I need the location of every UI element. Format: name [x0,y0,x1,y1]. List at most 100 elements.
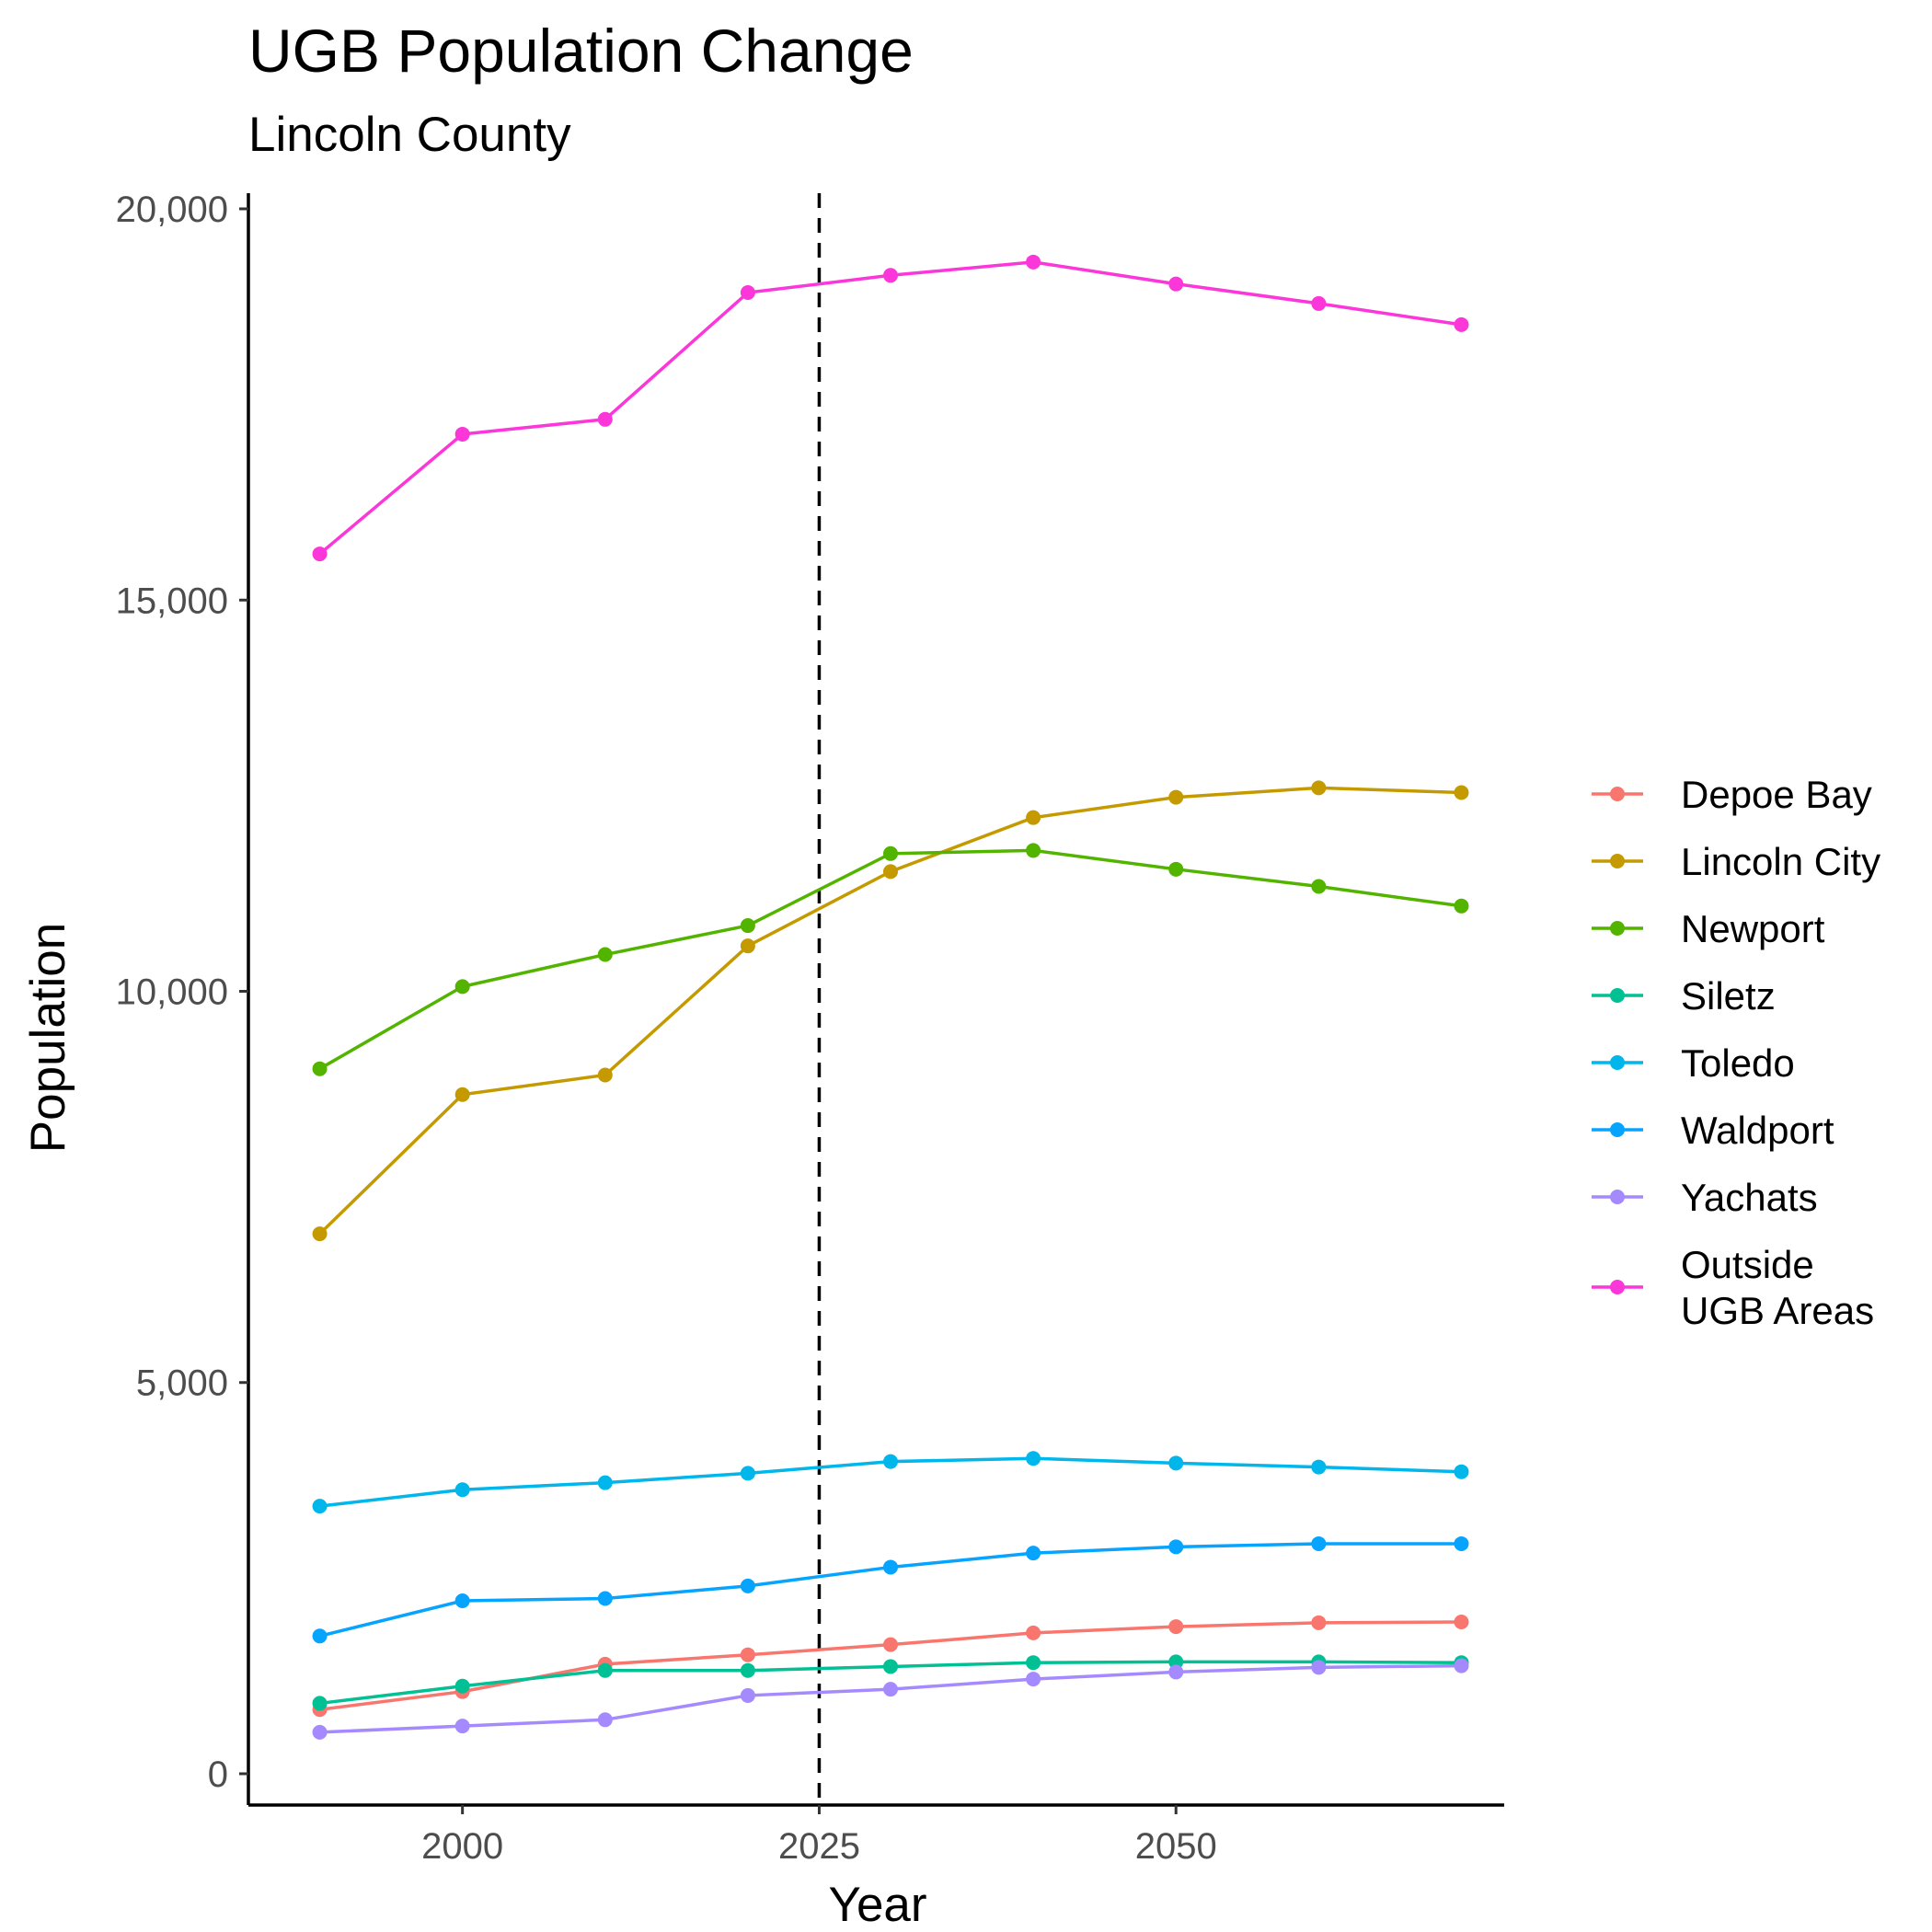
data-point-lincoln-city [454,1087,470,1102]
data-point-yachats [1311,1660,1327,1675]
data-point-newport [1311,879,1327,894]
data-point-newport [740,918,755,934]
data-point-waldport [1454,1535,1469,1551]
data-point-depoe-bay [1026,1625,1041,1640]
data-point-toledo [454,1482,470,1498]
data-point-newport [454,979,470,995]
data-point-toledo [1168,1455,1184,1471]
data-point-lincoln-city [1168,789,1184,805]
data-point-depoe-bay [1311,1615,1327,1630]
legend-key-point-newport [1610,921,1625,936]
data-point-toledo [597,1475,613,1490]
y-axis-title: Population [21,923,75,1153]
data-point-outside-ugb-areas [1026,254,1041,270]
data-point-lincoln-city [1026,810,1041,825]
data-point-toledo [312,1499,328,1514]
data-point-lincoln-city [1311,780,1327,796]
data-point-newport [883,845,899,861]
series-line-newport [318,848,1462,1071]
y-tick-label: 5,000 [136,1363,228,1404]
legend-key-point-outside-ugb-areas [1610,1280,1625,1294]
data-point-toledo [1454,1464,1469,1479]
data-point-newport [1454,898,1469,914]
legend-key-point-depoe-bay [1610,787,1625,801]
data-point-outside-ugb-areas [454,426,470,442]
legend-label-depoe-bay: Depoe Bay [1681,773,1872,816]
data-point-outside-ugb-areas [740,285,755,301]
y-tick-label: 20,000 [116,190,228,230]
data-point-yachats [883,1682,899,1697]
series-line-yachats [319,1663,1462,1734]
data-point-depoe-bay [1168,1619,1184,1635]
data-point-outside-ugb-areas [1311,295,1327,311]
data-point-newport [1168,861,1184,877]
data-point-lincoln-city [597,1067,613,1083]
y-tick-label: 15,000 [116,581,228,621]
legend-label-newport: Newport [1681,907,1825,950]
plot-area: 0 5,000 10,000 15,000 20,000 2000 2025 2050 [116,190,1504,1867]
data-point-newport [597,947,613,962]
x-tick-label: 2025 [778,1826,860,1867]
legend-label-lincoln-city: Lincoln City [1681,840,1880,883]
legend: Depoe Bay Lincoln City Newport Siletz Toledo… [1592,773,1880,1332]
data-point-outside-ugb-areas [597,411,613,427]
data-point-waldport [597,1591,613,1606]
data-point-depoe-bay [1454,1614,1469,1629]
data-point-outside-ugb-areas [1454,316,1469,332]
legend-key-point-waldport [1610,1122,1625,1137]
x-tick-label: 2000 [421,1826,503,1867]
chart-title: UGB Population Change [248,17,914,85]
x-tick-label: 2050 [1135,1826,1217,1867]
data-point-siletz [1026,1655,1041,1671]
data-point-newport [312,1061,328,1076]
data-point-yachats [1026,1672,1041,1687]
data-point-waldport [1311,1535,1327,1551]
data-point-waldport [883,1559,899,1575]
data-point-siletz [312,1696,328,1711]
data-point-toledo [1026,1451,1041,1466]
data-point-siletz [597,1662,613,1678]
data-point-lincoln-city [740,938,755,954]
legend-key-point-siletz [1610,988,1625,1003]
data-point-yachats [597,1712,613,1728]
data-point-waldport [312,1628,328,1644]
legend-label-waldport: Waldport [1681,1109,1834,1152]
legend-label-toledo: Toledo [1681,1041,1795,1085]
data-point-outside-ugb-areas [1168,276,1184,292]
y-tick-label: 0 [208,1754,228,1795]
data-point-siletz [454,1678,470,1694]
legend-key-point-toledo [1610,1055,1625,1070]
data-point-toledo [883,1454,899,1469]
y-tick-label: 10,000 [116,972,228,1012]
x-axis-title: Year [828,1878,926,1932]
data-point-outside-ugb-areas [312,546,328,562]
series-line-outside-ugb-areas [318,260,1462,556]
data-point-lincoln-city [1454,785,1469,800]
data-point-outside-ugb-areas [883,268,899,283]
data-point-waldport [1026,1546,1041,1561]
data-point-siletz [740,1662,755,1678]
data-point-waldport [454,1593,470,1609]
legend-label-yachats: Yachats [1681,1176,1818,1219]
data-point-yachats [454,1719,470,1734]
data-point-lincoln-city [312,1226,328,1242]
data-point-waldport [1168,1539,1184,1555]
legend-key-point-yachats [1610,1190,1625,1204]
data-point-siletz [883,1659,899,1674]
data-point-lincoln-city [883,864,899,880]
data-point-depoe-bay [883,1637,899,1652]
chart-subtitle: Lincoln County [248,108,571,162]
legend-key-point-lincoln-city [1610,854,1625,868]
legend-label-outside-ugb-areas: Outside UGB Areas [1681,1243,1874,1332]
data-point-yachats [740,1687,755,1703]
data-point-yachats [312,1724,328,1740]
legend-label-siletz: Siletz [1681,974,1776,1018]
data-point-newport [1026,843,1041,858]
data-point-siletz [1168,1654,1184,1670]
data-point-depoe-bay [740,1647,755,1662]
data-point-toledo [1311,1459,1327,1475]
data-point-waldport [740,1578,755,1593]
data-point-yachats [1454,1658,1469,1673]
data-point-toledo [740,1466,755,1481]
